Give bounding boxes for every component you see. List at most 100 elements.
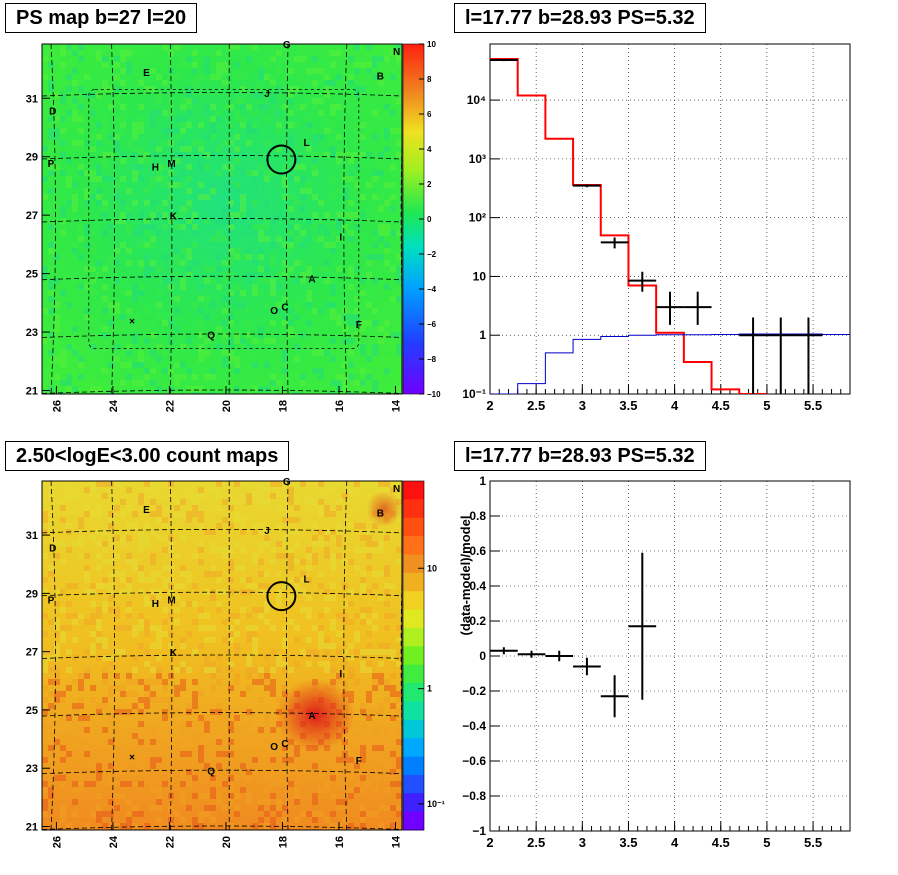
map-pixel: [54, 254, 60, 260]
map-pixel: [372, 775, 378, 781]
map-pixel: [150, 757, 156, 763]
map-pixel: [48, 709, 54, 715]
map-pixel: [60, 290, 66, 296]
map-pixel: [378, 709, 384, 715]
map-pixel: [66, 44, 72, 50]
map-pixel: [282, 266, 288, 272]
map-pixel: [288, 230, 294, 236]
map-pixel: [156, 679, 162, 685]
map-pixel: [102, 697, 108, 703]
map-pixel: [42, 577, 48, 583]
map-pixel: [384, 601, 390, 607]
map-pixel: [90, 320, 96, 326]
map-pixel: [378, 236, 384, 242]
map-pixel: [366, 122, 372, 128]
map-pixel: [306, 68, 312, 74]
map-pixel: [342, 374, 348, 380]
source-label: M: [167, 596, 175, 607]
map-pixel: [348, 362, 354, 368]
map-pixel: [288, 559, 294, 565]
map-pixel: [120, 242, 126, 248]
colorbar-tick-label: 10: [427, 40, 436, 49]
map-pixel: [120, 80, 126, 86]
map-pixel: [324, 50, 330, 56]
map-pixel: [342, 326, 348, 332]
map-pixel: [354, 781, 360, 787]
map-pixel: [342, 739, 348, 745]
map-pixel: [180, 122, 186, 128]
colorbar-segment: [403, 554, 424, 574]
map-pixel: [60, 116, 66, 122]
map-pixel: [150, 266, 156, 272]
map-pixel: [138, 104, 144, 110]
map-pixel: [198, 386, 204, 392]
map-pixel: [66, 374, 72, 380]
map-pixel: [396, 272, 402, 278]
plot-area: [490, 58, 850, 394]
x-tick-label: 4.5: [712, 835, 730, 850]
map-pixel: [162, 212, 168, 218]
map-pixel: [336, 499, 342, 505]
map-pixel: [48, 296, 54, 302]
map-pixel: [336, 805, 342, 811]
map-pixel: [150, 577, 156, 583]
map-pixel: [396, 781, 402, 787]
map-pixel: [372, 368, 378, 374]
map-pixel: [114, 218, 120, 224]
map-pixel: [90, 146, 96, 152]
map-pixel: [348, 320, 354, 326]
map-pixel: [150, 176, 156, 182]
map-pixel: [330, 655, 336, 661]
map-pixel: [132, 781, 138, 787]
map-pixel: [126, 362, 132, 368]
map-pixel: [138, 493, 144, 499]
map-pixel: [360, 775, 366, 781]
map-pixel: [108, 356, 114, 362]
map-pixel: [360, 152, 366, 158]
map-pixel: [48, 62, 54, 68]
map-pixel: [366, 811, 372, 817]
map-pixel: [300, 571, 306, 577]
map-pixel: [96, 763, 102, 769]
map-pixel: [306, 152, 312, 158]
map-pixel: [192, 386, 198, 392]
map-pixel: [198, 284, 204, 290]
map-pixel: [270, 218, 276, 224]
map-pixel: [198, 320, 204, 326]
map-pixel: [192, 775, 198, 781]
x-tick-label: 5: [763, 835, 770, 850]
map-pixel: [336, 104, 342, 110]
map-pixel: [156, 733, 162, 739]
map-pixel: [306, 146, 312, 152]
map-pixel: [330, 110, 336, 116]
source-label: I: [339, 669, 342, 680]
map-pixel: [360, 613, 366, 619]
map-pixel: [114, 553, 120, 559]
map-pixel: [294, 499, 300, 505]
map-pixel: [246, 368, 252, 374]
map-pixel: [276, 745, 282, 751]
map-pixel: [222, 308, 228, 314]
map-pixel: [114, 326, 120, 332]
map-pixel: [246, 721, 252, 727]
map-pixel: [342, 194, 348, 200]
map-pixel: [156, 505, 162, 511]
map-pixel: [384, 128, 390, 134]
map-pixel: [264, 338, 270, 344]
map-pixel: [294, 625, 300, 631]
map-pixel: [180, 817, 186, 823]
map-pixel: [336, 529, 342, 535]
map-pixel: [204, 613, 210, 619]
map-pixel: [156, 481, 162, 487]
map-pixel: [216, 721, 222, 727]
map-pixel: [126, 679, 132, 685]
map-pixel: [156, 631, 162, 637]
map-pixel: [336, 266, 342, 272]
map-pixel: [324, 607, 330, 613]
map-pixel: [360, 751, 366, 757]
map-pixel: [252, 110, 258, 116]
map-pixel: [360, 583, 366, 589]
map-pixel: [264, 583, 270, 589]
map-pixel: [222, 236, 228, 242]
map-pixel: [180, 769, 186, 775]
